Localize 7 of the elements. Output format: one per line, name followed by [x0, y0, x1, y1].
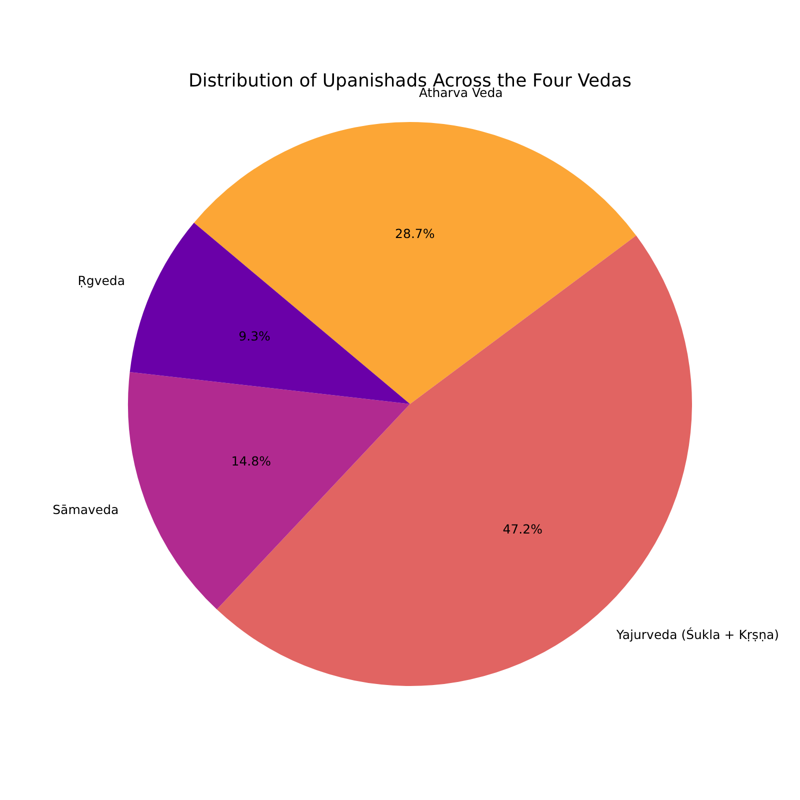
data-label: 14.8% — [231, 453, 272, 468]
slice-label: Ṛgveda — [78, 272, 126, 288]
slice-label: Yajurveda (Śukla + Kṛṣṇa) — [615, 626, 780, 642]
data-label: 28.7% — [395, 226, 435, 242]
data-label: 9.3% — [238, 328, 271, 344]
slice-label: Sāmaveda — [52, 502, 119, 517]
data-label: 47.2% — [502, 522, 543, 537]
